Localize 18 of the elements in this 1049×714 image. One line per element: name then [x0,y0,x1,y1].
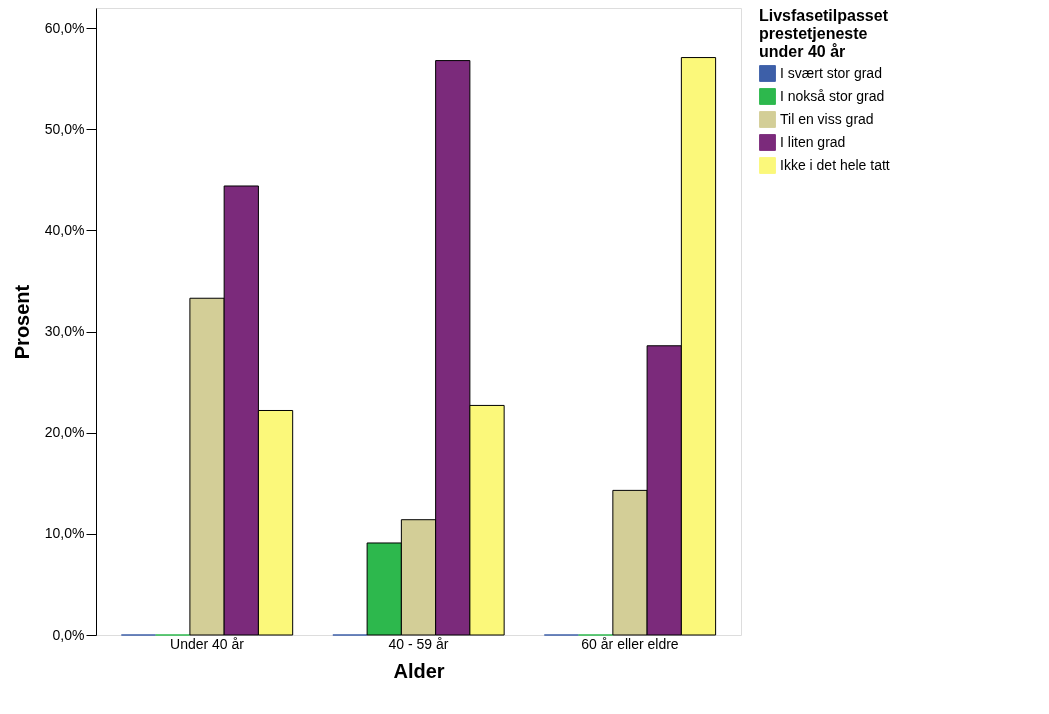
legend-label: Ikke i det hele tatt [780,156,890,173]
x-tick-label: 60 år eller eldre [581,635,679,652]
y-tick-label: 50,0% [44,120,85,137]
legend-label: I liten grad [780,133,846,150]
legend-label: I nokså stor grad [780,87,885,104]
x-axis-title: Alder [393,659,445,682]
legend-title: Livsfasetilpasset prestetjeneste under 40 år [759,7,889,60]
legend-label: I svært stor grad [780,64,882,81]
y-tick-label: 10,0% [44,525,85,542]
x-tick-label: Under 40 år [170,635,245,652]
y-tick-label: 30,0% [44,323,85,340]
y-tick-label: 60,0% [44,19,85,36]
legend-label: Til en viss grad [780,110,874,127]
y-tick-label: 0,0% [52,626,85,643]
y-axis-title: Prosent [10,284,33,360]
y-tick-label: 20,0% [44,424,85,441]
y-tick-label: 40,0% [44,221,85,238]
x-tick-label: 40 - 59 år [388,635,449,652]
